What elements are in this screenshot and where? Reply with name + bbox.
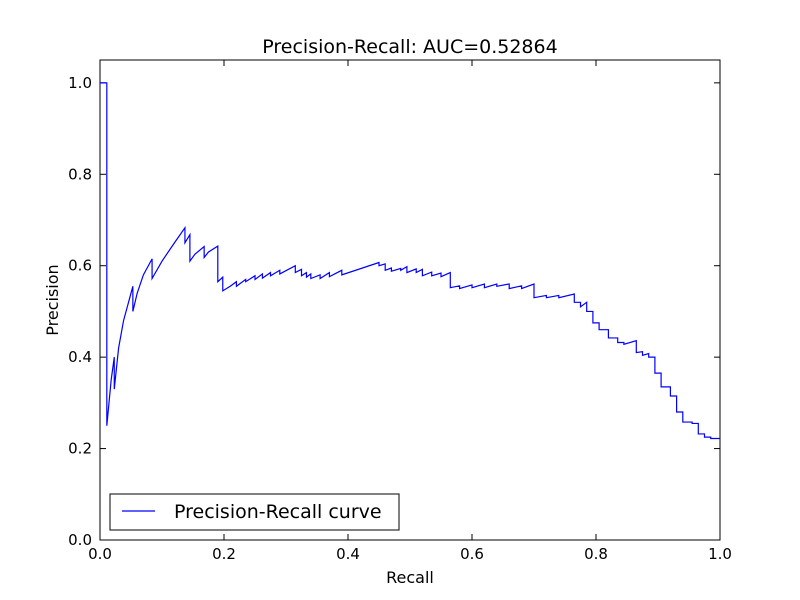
y-tick-label: 1.0	[68, 74, 92, 92]
plot-area	[99, 59, 721, 541]
chart-title: Precision-Recall: AUC=0.52864	[262, 36, 557, 58]
series-line-precision-recall	[100, 82, 720, 440]
y-tick-label: 0.2	[68, 440, 92, 458]
y-tick-label: 0.8	[68, 165, 92, 183]
y-tick-label: 0.6	[68, 257, 92, 275]
x-tick-label: 0.4	[336, 545, 360, 563]
legend-label: Precision-Recall curve	[174, 501, 382, 523]
x-tick-label: 0.6	[460, 545, 484, 563]
legend-box	[109, 493, 400, 531]
x-tick-label: 0.0	[88, 545, 112, 563]
x-tick-label: 0.2	[212, 545, 236, 563]
x-tick-label: 1.0	[708, 545, 732, 563]
legend: Precision-Recall curve	[109, 493, 400, 531]
y-tick-label: 0.0	[68, 531, 92, 549]
axis-ticks: 0.0 0.2 0.4 0.6 0.8 1.0 0.0 0.2 0.4 0.6 0.8 1.0	[68, 60, 732, 563]
series-layer	[100, 82, 720, 440]
x-tick-label: 0.8	[584, 545, 608, 563]
y-tick-label: 0.4	[68, 348, 92, 366]
y-axis-label: Precision	[43, 264, 62, 335]
x-axis-label: Recall	[386, 568, 434, 587]
